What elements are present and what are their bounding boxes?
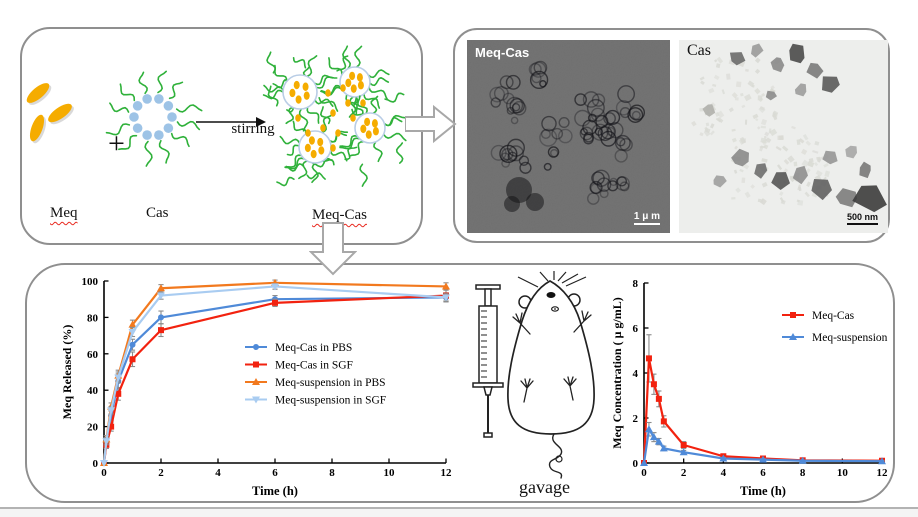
svg-text:60: 60	[87, 349, 99, 361]
svg-text:Meq-Cas in PBS: Meq-Cas in PBS	[275, 342, 352, 354]
svg-text:Time (h): Time (h)	[252, 484, 298, 498]
series-meq-suspension	[640, 421, 886, 466]
svg-text:Meq-Cas in SGF: Meq-Cas in SGF	[275, 360, 353, 372]
tem-cas-texture	[679, 40, 888, 233]
schematic-drawing	[26, 45, 407, 187]
svg-text:2: 2	[633, 413, 639, 425]
axes: 0 2 4 6 8 10 12 0 2 4 6 8 Time (h) Meq Concentration …	[610, 278, 888, 498]
svg-text:8: 8	[329, 467, 335, 479]
svg-text:Meq Concentration ( μ g/mL): Meq Concentration ( μ g/mL)	[610, 297, 624, 448]
svg-text:4: 4	[215, 467, 221, 479]
svg-text:0: 0	[633, 458, 639, 470]
meq-cas-label: Meq-Cas	[312, 207, 367, 223]
tem-image-cas: Cas 500 nm	[679, 40, 888, 233]
series-meq-suspension-in-sgf	[100, 283, 450, 467]
svg-text:12: 12	[877, 467, 889, 479]
svg-text:0: 0	[93, 458, 99, 470]
svg-text:6: 6	[633, 323, 639, 335]
tem-left-scale-text: 1 μ m	[633, 210, 660, 222]
legend: Meq-Cas Meq-suspension	[782, 310, 888, 344]
tem-right-scalebar: 500 nm	[846, 211, 878, 225]
svg-text:6: 6	[760, 467, 766, 479]
svg-text:4: 4	[721, 467, 727, 479]
svg-text:2: 2	[158, 467, 164, 479]
tem-left-scale-bar	[633, 222, 660, 225]
stirring-label: stirring	[231, 121, 275, 137]
flow-arrow-down-icon	[309, 222, 357, 276]
svg-text:10: 10	[837, 467, 849, 479]
svg-text:Meq-suspension in SGF: Meq-suspension in SGF	[275, 395, 386, 407]
tem-image-meq-cas: Meq-Cas 1 μ m	[467, 40, 670, 233]
tem-right-scale-text: 500 nm	[846, 211, 878, 222]
tem-panel: Meq-Cas 1 μ m Cas 500 nm	[453, 28, 890, 243]
svg-text:6: 6	[272, 467, 278, 479]
svg-text:8: 8	[633, 278, 639, 290]
mouse-gavage-drawing	[472, 271, 595, 479]
page-edge-rule	[0, 507, 918, 509]
svg-text:80: 80	[87, 312, 99, 324]
svg-text:Meq-suspension: Meq-suspension	[812, 332, 888, 344]
svg-text:100: 100	[82, 276, 99, 288]
svg-text:Meq-Cas: Meq-Cas	[812, 310, 855, 322]
tem-meq-cas-label: Meq-Cas	[475, 45, 530, 60]
svg-text:8: 8	[800, 467, 806, 479]
gavage-label: gavage	[519, 477, 570, 497]
svg-text:0: 0	[641, 467, 647, 479]
svg-text:2: 2	[681, 467, 687, 479]
svg-text:4: 4	[633, 368, 639, 380]
release-chart: 0 2 4 6 8 10 12 0 20 40 60 80 100 Time (h) Meq Release…	[60, 276, 452, 498]
svg-text:10: 10	[384, 467, 396, 479]
page-edge-strip	[0, 509, 918, 517]
plus-sign: +	[108, 127, 125, 160]
svg-text:Time (h): Time (h)	[740, 484, 786, 498]
svg-text:0: 0	[101, 467, 107, 479]
tem-cas-label: Cas	[687, 42, 711, 59]
svg-text:Meq Released (%): Meq Released (%)	[60, 325, 74, 420]
meq-label: Meq	[50, 205, 78, 221]
results-panel: 0 2 4 6 8 10 12 0 20 40 60 80 100 Time (h) Meq Release…	[25, 263, 895, 503]
svg-text:20: 20	[87, 422, 99, 434]
legend: Meq-Cas in PBS Meq-Cas in SGF Meq-suspensi…	[245, 342, 386, 407]
svg-text:Meq-suspension in PBS: Meq-suspension in PBS	[275, 377, 386, 389]
tem-meq-cas-texture	[467, 40, 670, 233]
schematic-panel: + stirring Meq Cas Meq-Cas	[20, 27, 423, 245]
cas-label: Cas	[146, 205, 169, 221]
series-meq-cas	[641, 334, 885, 466]
svg-text:12: 12	[441, 467, 453, 479]
svg-text:40: 40	[87, 385, 99, 397]
axes: 0 2 4 6 8 10 12 0 20 40 60 80 100 Time (h) Meq Release…	[60, 276, 452, 498]
pk-chart: 0 2 4 6 8 10 12 0 2 4 6 8 Time (h) Meq Concentration …	[610, 278, 888, 498]
flow-arrow-right-icon	[405, 104, 457, 144]
tem-right-scale-bar	[846, 222, 878, 225]
tem-left-scalebar: 1 μ m	[633, 210, 660, 225]
